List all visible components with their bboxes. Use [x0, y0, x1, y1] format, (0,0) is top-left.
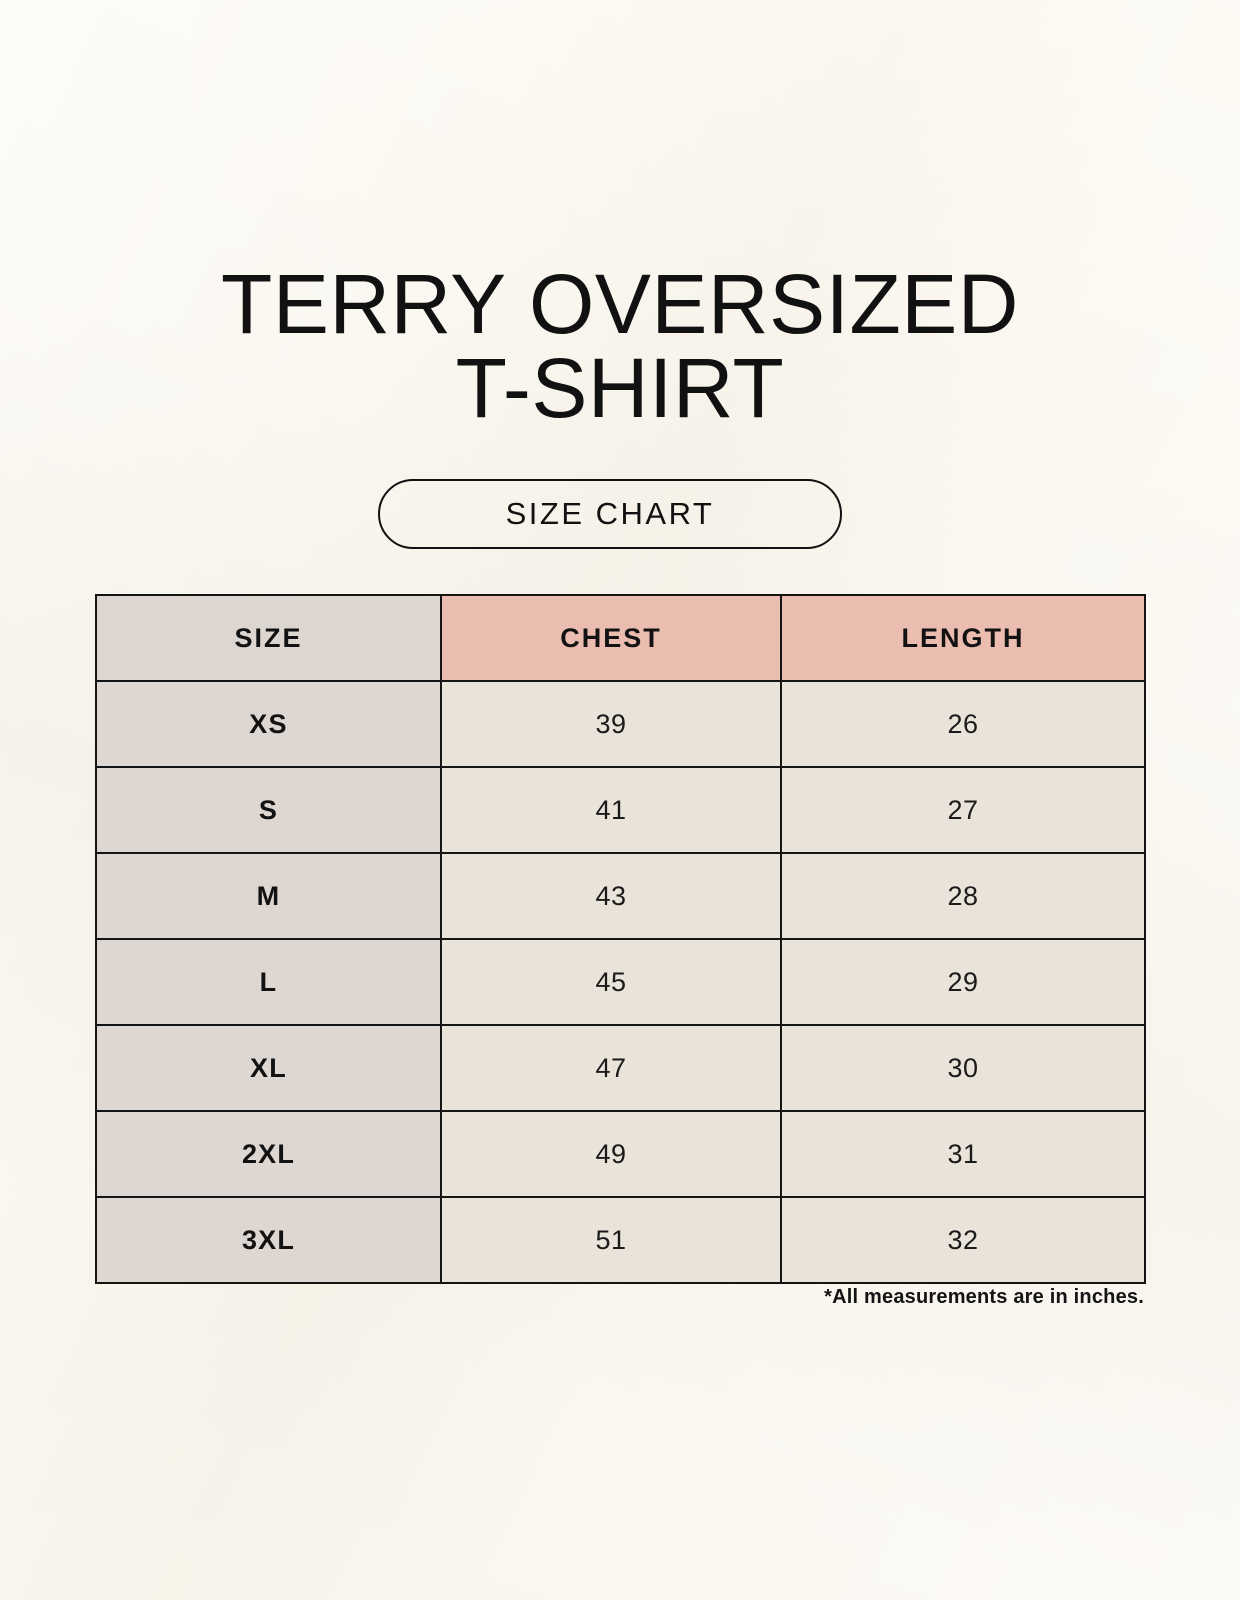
table-row: XL 47 30 [95, 1024, 1146, 1112]
cell-chest: 47 [440, 1024, 782, 1112]
cell-chest: 49 [440, 1110, 782, 1198]
cell-length: 27 [780, 766, 1146, 854]
measurement-units-footnote: *All measurements are in inches. [824, 1286, 1144, 1308]
cell-size: S [95, 766, 442, 854]
table-row: 2XL 49 31 [95, 1110, 1146, 1198]
cell-size: M [95, 852, 442, 940]
cell-length: 31 [780, 1110, 1146, 1198]
cell-length: 32 [780, 1196, 1146, 1284]
cell-chest: 51 [440, 1196, 782, 1284]
cell-chest: 45 [440, 938, 782, 1026]
cell-length: 28 [780, 852, 1146, 940]
table-row: 3XL 51 32 [95, 1196, 1146, 1284]
cell-size: 3XL [95, 1196, 442, 1284]
size-chart-badge-label: SIZE CHART [505, 496, 715, 531]
table-row: S 41 27 [95, 766, 1146, 854]
cell-chest: 41 [440, 766, 782, 854]
column-header-length: LENGTH [780, 594, 1146, 682]
cell-chest: 43 [440, 852, 782, 940]
size-chart-table: SIZE CHEST LENGTH XS 39 26 S 41 27 M [95, 594, 1146, 1284]
cell-length: 26 [780, 680, 1146, 768]
cell-chest: 39 [440, 680, 782, 768]
size-table-container: SIZE CHEST LENGTH XS 39 26 S 41 27 M [95, 594, 1146, 1284]
cell-size: XL [95, 1024, 442, 1112]
size-chart-badge: SIZE CHART [378, 479, 842, 549]
table-row: L 45 29 [95, 938, 1146, 1026]
table-row: XS 39 26 [95, 680, 1146, 768]
cell-size: 2XL [95, 1110, 442, 1198]
column-header-chest: CHEST [440, 594, 782, 682]
column-header-size: SIZE [95, 594, 442, 682]
page-title: TERRY OVERSIZED T-SHIRT [221, 257, 1019, 435]
cell-size: XS [95, 680, 442, 768]
table-row: M 43 28 [95, 852, 1146, 940]
cell-size: L [95, 938, 442, 1026]
table-header-row: SIZE CHEST LENGTH [95, 594, 1146, 682]
cell-length: 29 [780, 938, 1146, 1026]
cell-length: 30 [780, 1024, 1146, 1112]
